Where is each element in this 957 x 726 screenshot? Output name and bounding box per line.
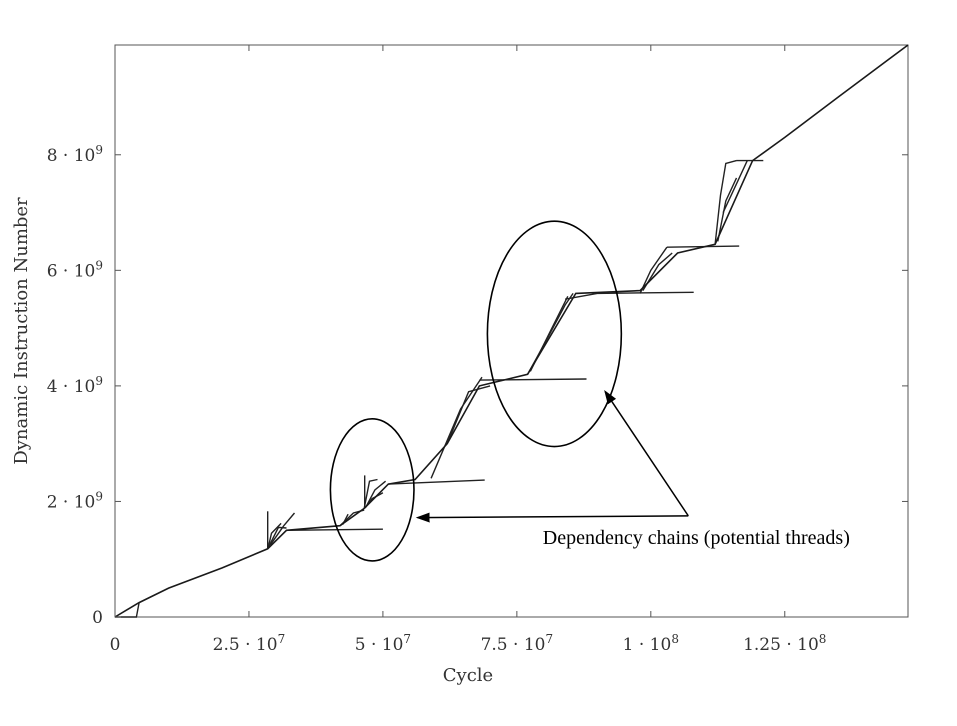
y-tick-label-3: 6 · 109: [47, 258, 103, 281]
x-tick-label-1: 2.5 · 107: [213, 632, 286, 655]
branch-line-18: [564, 291, 694, 300]
branch-line-12: [388, 479, 485, 485]
branch-line-20: [642, 252, 673, 291]
highlight-circle-0: [329, 418, 415, 562]
branch-line-24: [722, 160, 748, 213]
annotation-label: Dependency chains (potential threads): [543, 527, 850, 549]
branch-line-19: [639, 246, 668, 294]
branch-line-23: [717, 177, 738, 242]
main-series-line: [114, 44, 909, 618]
x-tick-label-2: 5 · 107: [355, 632, 411, 655]
ticks-layer: 0 2.5 · 107 5 · 107 7.5 · 107 1 · 108 1.25 · …: [47, 45, 908, 655]
branch-line-0: [115, 602, 140, 618]
x-tick-label-4: 1 · 108: [623, 632, 679, 655]
x-tick-label-5: 1.25 · 108: [743, 632, 826, 655]
annotation-arrow-0: [415, 512, 689, 523]
branch-line-14: [446, 385, 491, 444]
branch-line-1: [267, 526, 287, 550]
annotation-arrow-1: [604, 390, 689, 517]
branch-line-9: [365, 480, 387, 508]
branch-line-5: [286, 528, 383, 531]
y-tick-label-2: 4 · 109: [47, 374, 103, 397]
branch-line-8: [363, 478, 378, 509]
x-tick-label-3: 7.5 · 107: [481, 632, 554, 655]
branch-line-15: [479, 378, 587, 381]
annotation-layer: Dependency chains (potential threads): [329, 220, 850, 562]
highlight-circle-1: [486, 220, 623, 448]
branch-line-13: [430, 376, 483, 479]
y-tick-label-0: 0: [92, 608, 103, 628]
x-tick-label-0: 0: [110, 635, 121, 655]
x-axis-title: Cycle: [443, 665, 493, 686]
series-layer: [114, 44, 909, 618]
branch-line-3: [269, 512, 296, 546]
branch-line-22: [714, 159, 737, 245]
y-tick-label-4: 8 · 109: [47, 143, 103, 166]
y-axis-title: Dynamic Instruction Number: [11, 197, 32, 465]
plot-frame: [114, 44, 909, 618]
branch-line-2: [267, 522, 282, 548]
y-tick-label-1: 2 · 109: [47, 489, 103, 512]
